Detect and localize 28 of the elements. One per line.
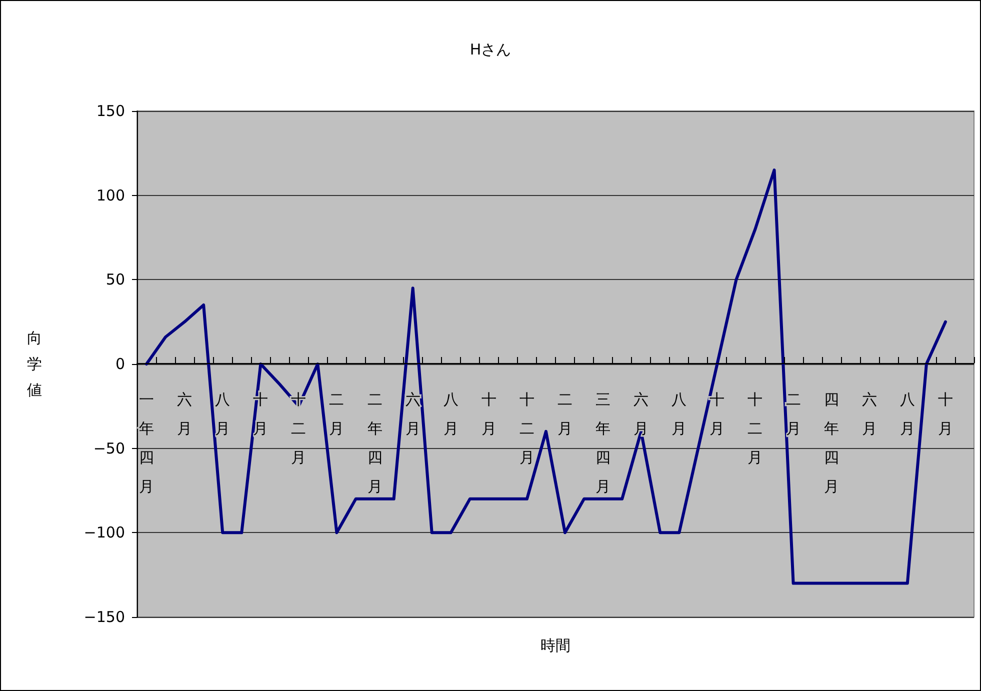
x-axis-title: 時間	[540, 636, 570, 654]
x-tick-label: 十二月	[519, 390, 534, 466]
y-tick-label: −50	[93, 439, 125, 458]
x-tick-label: 三年四月	[596, 390, 611, 496]
y-axis-title: 向学値	[27, 329, 42, 399]
x-tick-label: 十二月	[748, 390, 763, 466]
x-tick-label: 二月	[558, 390, 573, 438]
y-tick-label: 0	[115, 355, 125, 373]
x-tick-label: 四年四月	[824, 390, 839, 496]
x-tick-label: 十月	[938, 390, 953, 438]
x-tick-label: 六月	[177, 390, 192, 438]
x-tick-label: 六月	[634, 390, 649, 438]
chart-title: Hさん	[470, 40, 512, 58]
x-tick-label: 八月	[672, 390, 687, 438]
x-tick-label: 八月	[443, 390, 458, 438]
y-tick-label: 150	[96, 102, 125, 120]
x-tick-label: 六月	[405, 390, 420, 438]
y-tick-label: 100	[96, 186, 125, 204]
x-tick-label: 十月	[481, 390, 496, 438]
y-tick-label: −100	[84, 524, 125, 542]
y-tick-label: −150	[84, 608, 125, 626]
x-tick-label: 二月	[329, 390, 344, 438]
x-tick-label: 八月	[900, 390, 915, 438]
y-tick-label: 50	[106, 270, 125, 289]
x-tick-label: 六月	[862, 390, 877, 438]
x-tick-label: 一年四月	[139, 390, 154, 496]
x-tick-label: 八月	[215, 390, 230, 438]
x-tick-label: 二年四月	[367, 390, 382, 496]
